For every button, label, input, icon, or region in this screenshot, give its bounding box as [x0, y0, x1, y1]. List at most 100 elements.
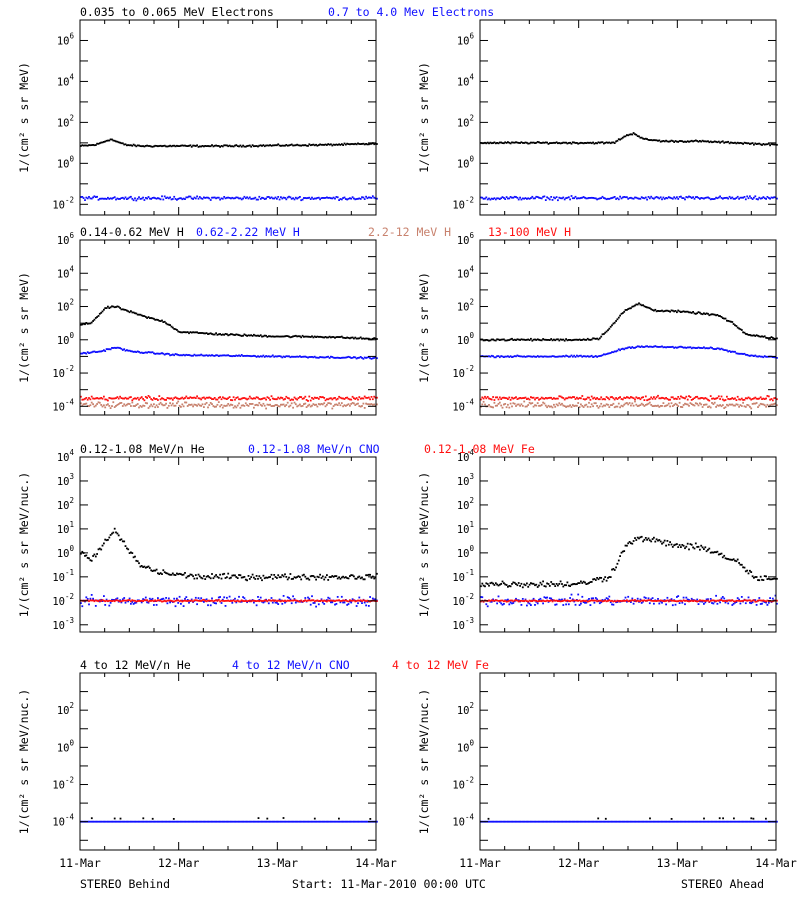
data-point	[120, 142, 123, 145]
data-point	[697, 397, 700, 400]
data-point	[580, 397, 582, 400]
data-point	[351, 395, 354, 398]
data-point	[553, 141, 555, 144]
data-point	[567, 339, 570, 341]
data-point	[651, 405, 654, 407]
data-point	[538, 584, 540, 587]
data-point	[328, 397, 331, 400]
data-point	[505, 339, 508, 342]
data-point	[619, 600, 621, 602]
data-point	[288, 405, 290, 408]
x-tick-label: 13-Mar	[657, 856, 699, 870]
data-point	[515, 599, 517, 602]
data-point	[361, 337, 363, 340]
data-point	[586, 820, 589, 823]
data-point	[336, 356, 339, 359]
data-point	[589, 197, 592, 199]
data-point	[481, 403, 484, 406]
data-point	[309, 405, 312, 408]
data-point	[323, 578, 326, 581]
data-point	[117, 397, 120, 400]
data-point	[127, 548, 130, 551]
data-point	[755, 198, 758, 200]
data-point	[744, 406, 747, 408]
data-point	[669, 820, 671, 823]
data-point	[216, 403, 219, 406]
data-point	[221, 354, 224, 357]
data-point	[108, 599, 111, 602]
data-point	[738, 599, 740, 602]
data-point	[153, 352, 155, 355]
data-point	[332, 143, 335, 146]
data-point	[592, 356, 594, 358]
data-point	[661, 198, 663, 201]
data-point	[742, 401, 744, 404]
data-point	[588, 401, 590, 404]
data-point	[208, 820, 211, 823]
data-point	[630, 196, 632, 199]
data-point	[630, 347, 632, 349]
data-point	[134, 820, 136, 823]
data-point	[723, 597, 726, 600]
data-point	[705, 347, 708, 349]
data-point	[288, 576, 290, 579]
data-point	[212, 398, 215, 400]
data-point	[489, 820, 492, 823]
data-point	[765, 355, 767, 358]
data-point	[248, 578, 251, 580]
data-point	[239, 600, 242, 603]
data-point	[269, 197, 271, 200]
data-point	[131, 399, 134, 402]
data-point	[369, 573, 371, 576]
data-point	[677, 346, 680, 349]
y-tick-label: 102	[57, 496, 74, 512]
data-point	[188, 397, 190, 400]
data-point	[558, 339, 561, 342]
data-point	[566, 581, 569, 584]
data-point	[159, 820, 162, 823]
data-point	[516, 584, 519, 587]
data-point	[334, 144, 336, 146]
data-point	[607, 197, 609, 200]
data-point	[604, 353, 607, 356]
data-point	[207, 575, 209, 577]
data-point	[286, 596, 289, 599]
data-point	[159, 598, 162, 601]
data-point	[758, 142, 761, 145]
data-point	[136, 313, 139, 316]
data-point	[489, 355, 492, 358]
data-point	[336, 336, 339, 338]
data-point	[126, 599, 128, 602]
data-point	[317, 336, 320, 338]
data-point	[621, 398, 624, 401]
data-point	[620, 348, 623, 350]
data-point	[573, 354, 576, 357]
data-point	[194, 599, 197, 602]
data-point	[527, 338, 530, 341]
data-point	[351, 820, 354, 823]
data-point	[259, 403, 262, 406]
data-point	[605, 353, 608, 355]
data-point	[305, 144, 308, 147]
data-point	[527, 601, 530, 604]
y-axis-label: 1/(cm² s sr MeV)	[17, 272, 31, 383]
data-point	[127, 402, 130, 405]
y-axis-label: 1/(cm² s sr MeV/nuc.)	[17, 689, 31, 834]
data-point	[180, 144, 182, 147]
data-point	[688, 395, 690, 397]
data-point	[735, 403, 738, 406]
data-point	[278, 820, 281, 823]
data-point	[613, 600, 616, 602]
data-point	[154, 144, 157, 147]
y-tick-label: 103	[457, 472, 474, 488]
data-point	[642, 304, 644, 307]
data-point	[159, 198, 162, 201]
data-point	[728, 599, 731, 602]
data-point	[170, 573, 173, 576]
data-point	[112, 305, 115, 308]
data-point	[330, 601, 332, 604]
data-point	[676, 600, 678, 603]
data-point	[528, 339, 531, 341]
data-point	[635, 346, 638, 348]
data-point	[517, 600, 520, 603]
